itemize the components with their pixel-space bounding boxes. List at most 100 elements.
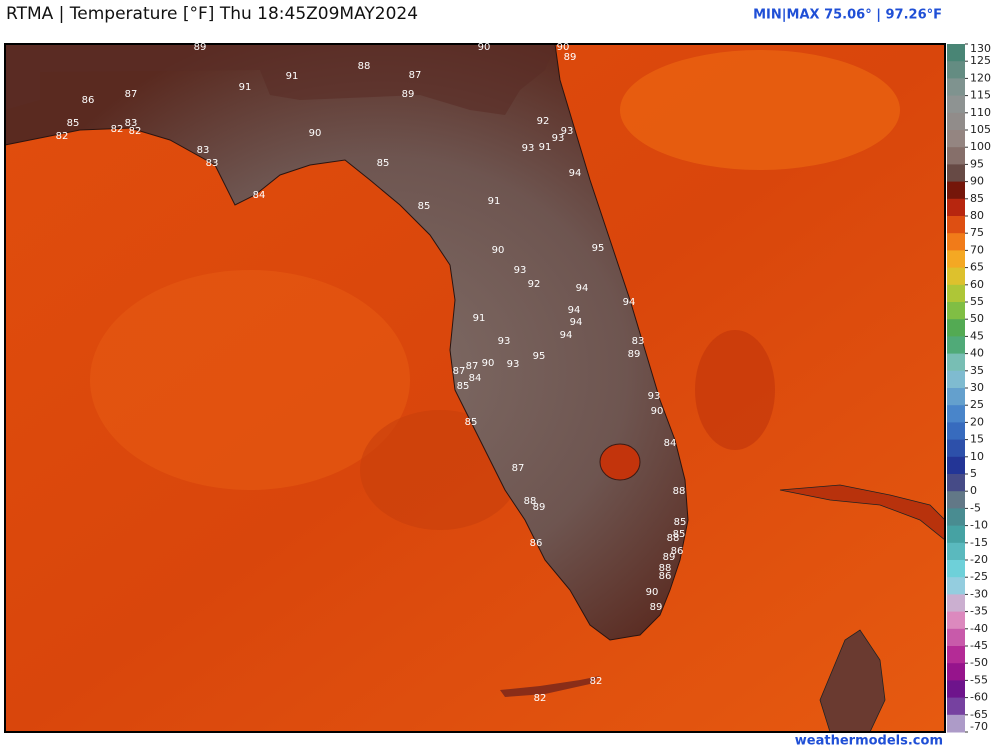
station-temp: 90 <box>309 128 322 139</box>
station-temp: 85 <box>418 201 431 212</box>
colorbar-label: 125 <box>970 54 991 67</box>
min-max: MIN|MAX 75.06° | 97.26°F <box>753 8 942 23</box>
colorbar-segment <box>947 577 965 595</box>
station-temp: 89 <box>194 42 207 53</box>
colorbar-segment <box>947 542 965 561</box>
colorbar-label: 75 <box>970 226 984 239</box>
station-temp: 93 <box>561 126 574 137</box>
station-temp: 87 <box>125 89 138 100</box>
station-temp: 90 <box>651 406 664 417</box>
colorbar-label: 15 <box>970 433 984 446</box>
station-temp: 89 <box>402 89 415 100</box>
colorbar-segment <box>947 336 965 355</box>
colorbar-label: -20 <box>970 553 988 566</box>
station-temp: 90 <box>557 42 570 53</box>
station-temp: 84 <box>253 190 266 201</box>
station-temp: 85 <box>465 417 478 428</box>
colorbar-segment <box>947 302 965 320</box>
colorbar-label: 5 <box>970 467 977 480</box>
station-temp: 94 <box>570 317 583 328</box>
station-temp: 91 <box>286 71 299 82</box>
colorbar-segment <box>947 525 965 544</box>
map-frame <box>4 43 946 733</box>
colorbar-label: -70 <box>970 720 988 733</box>
station-temp: 90 <box>492 245 505 256</box>
lake-okeechobee <box>599 443 641 481</box>
colorbar-label: 85 <box>970 192 984 205</box>
colorbar-label: -65 <box>970 708 988 721</box>
station-temp: 86 <box>530 538 543 549</box>
colorbar-segment <box>947 216 965 234</box>
station-temp: 93 <box>522 143 535 154</box>
station-temp: 85 <box>673 529 686 540</box>
colorbar-label: 0 <box>970 484 977 497</box>
station-temp: 85 <box>377 158 390 169</box>
station-temp: 92 <box>537 116 550 127</box>
colorbar-segment <box>947 95 965 114</box>
station-temp: 94 <box>576 283 589 294</box>
colorbar-segment <box>947 680 965 699</box>
gulf-shading <box>90 270 410 490</box>
colorbar-label: 10 <box>970 450 984 463</box>
map-area <box>4 43 946 733</box>
station-temp: 82 <box>534 693 547 704</box>
station-temp: 90 <box>646 587 659 598</box>
colorbar-segment <box>947 61 965 79</box>
colorbar-segment <box>947 456 965 475</box>
station-temp: 85 <box>457 381 470 392</box>
colorbar-label: 115 <box>970 89 991 102</box>
colorbar-segment <box>947 594 965 613</box>
colorbar-segment <box>947 284 965 303</box>
colorbar-segment <box>947 181 965 200</box>
colorbar-segment <box>947 422 965 441</box>
colorbar-label: -35 <box>970 605 988 618</box>
atlantic-shading <box>620 50 900 170</box>
station-temp: 88 <box>358 61 371 72</box>
footer-credit: weathermodels.com <box>795 734 943 749</box>
station-temp: 92 <box>528 279 541 290</box>
colorbar-segment <box>947 78 965 97</box>
station-temp: 82 <box>111 124 124 135</box>
station-temp: 91 <box>239 82 252 93</box>
station-temp: 88 <box>659 563 672 574</box>
station-temp: 91 <box>539 142 552 153</box>
colorbar-label: 105 <box>970 123 991 136</box>
colorbar-segment <box>947 508 965 527</box>
station-temp: 93 <box>498 336 511 347</box>
station-temp: 93 <box>507 359 520 370</box>
station-temp: 83 <box>632 336 645 347</box>
colorbar-label: 130 <box>970 42 991 55</box>
colorbar-label: 20 <box>970 415 984 428</box>
station-temp: 82 <box>56 131 69 142</box>
station-temp: 82 <box>590 676 603 687</box>
station-temp: 94 <box>569 168 582 179</box>
colorbar-label: 50 <box>970 312 984 325</box>
colorbar-segment <box>947 646 965 664</box>
colorbar-segment <box>947 714 965 733</box>
colorbar-label: 90 <box>970 175 984 188</box>
station-temp: 83 <box>197 145 210 156</box>
colorbar-label: -30 <box>970 587 988 600</box>
station-temp: 89 <box>533 502 546 513</box>
colorbar-label: 95 <box>970 157 984 170</box>
colorbar-label: -10 <box>970 519 988 532</box>
colorbar-label: 40 <box>970 347 984 360</box>
station-temp: 93 <box>552 133 565 144</box>
station-temp: 90 <box>478 42 491 53</box>
station-temp: 88 <box>667 533 680 544</box>
colorbar-label: -15 <box>970 536 988 549</box>
station-temp: 89 <box>650 602 663 613</box>
colorbar-label: -55 <box>970 673 988 686</box>
station-temp: 89 <box>663 552 676 563</box>
colorbar-segment <box>947 233 965 251</box>
colorbar-segment <box>947 663 965 681</box>
station-temp: 95 <box>592 243 605 254</box>
colorbar-segment <box>947 628 965 647</box>
colorbar-label: 65 <box>970 261 984 274</box>
station-temp: 88 <box>673 486 686 497</box>
colorbar-segment <box>947 319 965 337</box>
colorbar-segment <box>947 405 965 423</box>
colorbar-label: -50 <box>970 656 988 669</box>
colorbar-label: 45 <box>970 329 984 342</box>
